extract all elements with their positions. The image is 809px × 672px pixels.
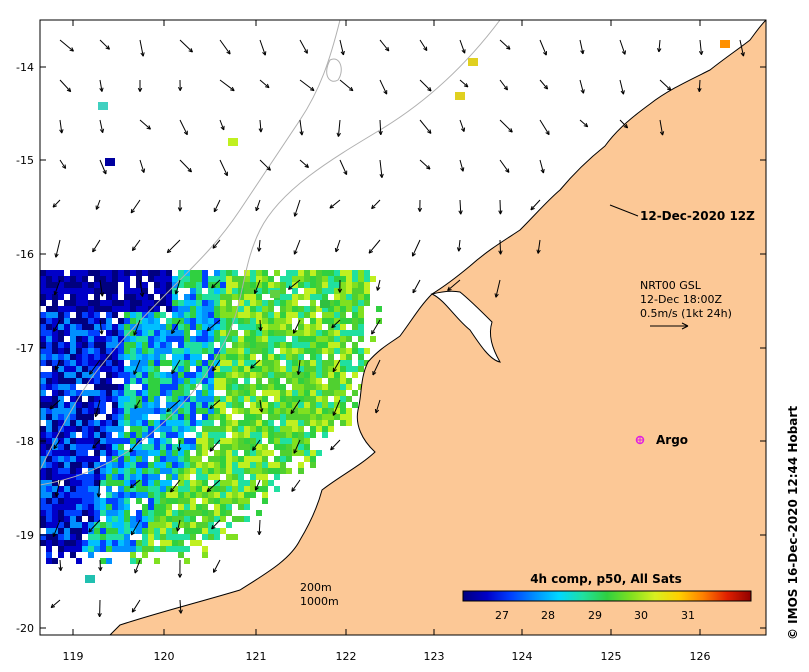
current-vectors [49, 39, 745, 618]
land-bay [430, 290, 501, 363]
colorbar-tick-label: 27 [495, 609, 509, 622]
contour-island [326, 58, 342, 82]
current-info-line2: 12-Dec 18:00Z [640, 293, 722, 306]
credit-label: © IMOS 16-Dec-2020 12:44 Hobart [786, 406, 800, 640]
date-pointer [609, 204, 639, 217]
lat-tick-label: -17 [16, 342, 34, 355]
colorbar [462, 590, 752, 602]
lon-tick-label: 126 [690, 650, 711, 663]
lon-tick-label: 125 [601, 650, 622, 663]
lon-tick-label: 122 [336, 650, 357, 663]
lat-tick-label: -18 [16, 435, 34, 448]
lat-tick-label: -19 [16, 529, 34, 542]
colorbar-title: 4h comp, p50, All Sats [530, 572, 682, 586]
contour-label-200m: 200m [300, 581, 332, 594]
argo-marker-icon [635, 435, 645, 445]
plot-frame [39, 19, 767, 636]
lon-tick-label: 119 [63, 650, 84, 663]
lon-tick-label: 121 [246, 650, 267, 663]
lon-tick-label: 120 [154, 650, 175, 663]
contour-200m [40, 20, 341, 471]
sst-field [40, 40, 755, 633]
lat-tick-label: -15 [16, 154, 34, 167]
current-info-line3: 0.5m/s (1kt 24h) [640, 307, 732, 320]
current-info-line1: NRT00 GSL [640, 279, 702, 292]
scale-arrow-icon [650, 322, 689, 330]
date-label: 12-Dec-2020 12Z [640, 209, 755, 223]
colorbar-tick-label: 29 [588, 609, 602, 622]
colorbar-tick-label: 28 [541, 609, 555, 622]
lat-tick-label: -14 [16, 61, 34, 74]
colorbar-ticks: 27 28 29 30 31 [495, 609, 695, 622]
argo-label: Argo [656, 433, 688, 447]
lat-tick-label: -20 [16, 622, 34, 635]
land-mass [109, 20, 766, 635]
longitude-axis: 119 120 121 122 123 124 125 126 [63, 20, 711, 663]
lat-tick-label: -16 [16, 248, 34, 261]
lon-tick-label: 123 [424, 650, 445, 663]
contour-label-1000m: 1000m [300, 595, 339, 608]
colorbar-tick-label: 30 [634, 609, 648, 622]
lon-tick-label: 124 [512, 650, 533, 663]
latitude-axis: -14 -15 -16 -17 -18 -19 -20 [16, 61, 766, 635]
colorbar-tick-label: 31 [681, 609, 695, 622]
